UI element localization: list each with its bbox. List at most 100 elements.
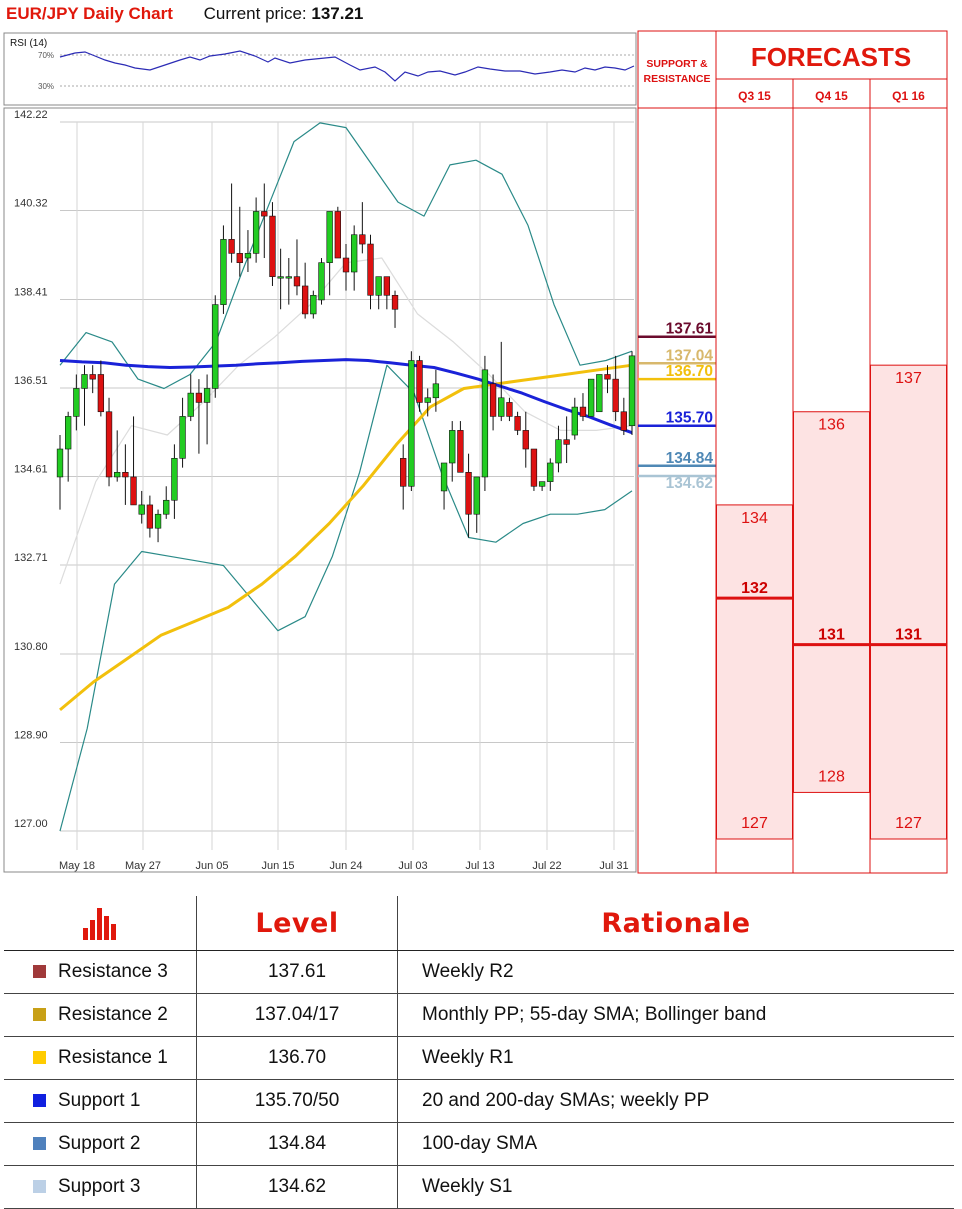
chart-area: RSI (14) 70% 30% 142.22 140.32 138.41 136.5… — [3, 30, 948, 874]
level-name: Support 2 — [58, 1133, 141, 1154]
level-value: 134.62 — [196, 1165, 398, 1209]
forecast-bottom-label: 128 — [818, 768, 845, 785]
price-panel-frame — [3, 107, 637, 873]
candlesticks — [56, 183, 636, 543]
candle-body — [391, 294, 399, 310]
x-axis-ticks: May 18 May 27 Jun 05 Jun 15 Jun 24 Jul 03 Jul … — [59, 860, 629, 872]
candle-body — [130, 476, 137, 506]
x-tick-label: May 18 — [59, 860, 95, 872]
candle — [612, 355, 619, 422]
level-name-cell: Support 1 — [4, 1079, 197, 1123]
x-tick-label: Jul 22 — [532, 860, 561, 872]
forecast-range-box — [793, 411, 870, 793]
candle — [359, 202, 366, 254]
y-tick-label: 134.61 — [14, 464, 48, 476]
bollinger-lower-line — [59, 364, 633, 832]
level-color-swatch — [33, 1051, 46, 1064]
candle — [73, 374, 80, 431]
x-tick-label: May 27 — [125, 860, 161, 872]
sma-20-200-line — [59, 358, 633, 435]
candle — [138, 490, 145, 524]
candle — [81, 365, 88, 426]
y-tick-label: 132.71 — [14, 552, 48, 564]
level-name: Resistance 1 — [58, 1047, 168, 1068]
forecast-range-box — [870, 364, 947, 840]
candle-body — [318, 262, 325, 301]
candle-body — [81, 374, 88, 389]
y-tick-label: 140.32 — [14, 198, 48, 210]
candle — [628, 351, 636, 436]
x-tick-label: Jul 31 — [599, 860, 628, 872]
candle — [620, 397, 627, 436]
y-tick-label: 142.22 — [14, 109, 48, 121]
candle-body — [375, 276, 382, 296]
level-name: Resistance 2 — [58, 1004, 168, 1025]
level-name: Support 1 — [58, 1090, 141, 1111]
level-color-swatch — [33, 1180, 46, 1193]
candle-body — [555, 439, 562, 464]
level-rationale: Weekly R1 — [397, 1036, 954, 1080]
candle-body — [432, 383, 440, 399]
candle — [318, 258, 325, 305]
candle-body — [522, 430, 529, 450]
forecast-bottom-label: 127 — [895, 815, 922, 832]
sr-header-line2: RESISTANCE — [644, 73, 711, 85]
candle — [130, 416, 137, 506]
candle-body — [89, 374, 96, 380]
candle — [187, 374, 194, 422]
candle — [383, 276, 391, 310]
indicator-lines — [59, 122, 633, 832]
level-name-cell: Support 3 — [4, 1165, 197, 1209]
rsi-line — [59, 50, 635, 82]
candle-body — [498, 397, 505, 417]
candle-body — [514, 416, 521, 431]
level-color-swatch — [33, 1008, 46, 1021]
rsi-level-30: 30% — [38, 82, 54, 91]
candle-body — [212, 304, 219, 389]
candle-body — [563, 439, 570, 445]
sr-level-label: 134.62 — [666, 475, 713, 492]
table-row: Support 1 135.70/50 20 and 200-day SMAs; w… — [4, 1079, 954, 1123]
y-tick-label: 128.90 — [14, 729, 48, 741]
forecast-top-label: 137 — [895, 370, 922, 387]
candle-body — [571, 406, 578, 436]
forecast-top-label: 136 — [818, 417, 845, 434]
candle — [277, 248, 284, 310]
candle-body — [612, 378, 619, 413]
candle-body — [244, 253, 252, 259]
candle-body — [154, 513, 162, 529]
candle-body — [547, 462, 554, 482]
candle — [465, 453, 472, 538]
candle-body — [97, 374, 105, 413]
y-tick-label: 127.00 — [14, 818, 48, 830]
candle — [56, 435, 64, 510]
level-name-cell: Support 2 — [4, 1122, 197, 1166]
sr-level-label: 137.04 — [666, 347, 714, 364]
bollinger-upper-line — [59, 122, 633, 390]
chart-title: EUR/JPY Daily Chart — [6, 4, 173, 23]
candle-body — [424, 397, 431, 403]
sr-level-label: 137.61 — [666, 321, 714, 338]
forecast-column-label: Q3 15 — [738, 89, 771, 103]
candle-body — [416, 360, 423, 403]
candle-body — [163, 499, 170, 515]
candle — [203, 374, 211, 445]
candle — [97, 360, 105, 417]
candle-body — [285, 276, 292, 279]
table-row: Resistance 3 137.61 Weekly R2 — [4, 950, 954, 994]
level-color-swatch — [33, 1137, 46, 1150]
candle-body — [203, 388, 211, 403]
candle — [391, 290, 399, 328]
forecast-columns: Q3 15 134 132 127 Q4 15 136 131 128 Q1 16 137 131 1… — [716, 89, 947, 840]
candle — [579, 393, 587, 422]
levels-table-area: Level Rationale Resistance 3 137.61 Weekly… — [0, 896, 962, 1209]
candle — [351, 225, 358, 291]
candle-body — [383, 276, 391, 296]
candle — [506, 397, 513, 422]
candle — [310, 290, 317, 319]
bar-chart-icon — [83, 908, 116, 940]
candle-body — [530, 448, 538, 487]
candle-body — [587, 378, 595, 417]
sr-panel — [637, 30, 717, 874]
candle — [261, 183, 268, 259]
